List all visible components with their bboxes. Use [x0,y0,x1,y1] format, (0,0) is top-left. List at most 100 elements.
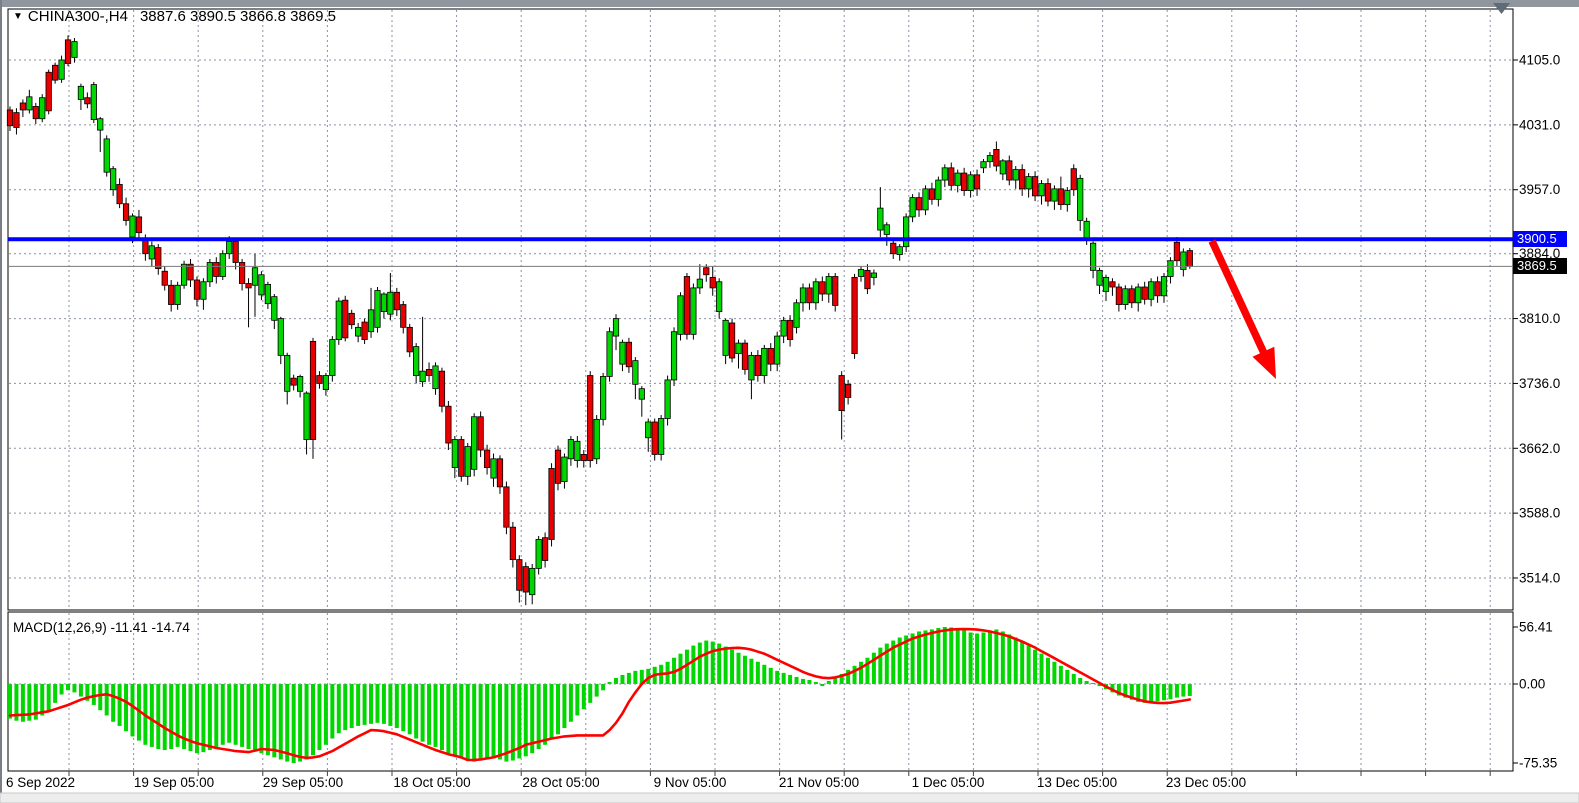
macd-bar [188,684,193,752]
macd-bar [846,669,851,684]
candle-body [696,278,703,289]
candle-body [857,269,865,277]
candle-body [1122,288,1129,305]
candle-body [670,331,678,381]
price-gridlines [9,59,1512,579]
macd-bar [1149,684,1154,703]
macd-bar [1039,653,1044,684]
arrow-object[interactable] [1208,239,1277,379]
macd-bar [562,684,567,729]
candle-body [903,216,910,248]
macd-bar [684,649,689,684]
candle-body [1031,176,1039,197]
macd-bar [936,627,941,684]
macd-bar [485,684,490,760]
shift-marker-icon [1493,3,1510,14]
candle-body [458,439,465,477]
collapse-triangle-icon[interactable]: ▼ [13,11,23,22]
macd-bar [1033,649,1038,684]
macd-bar [588,684,593,703]
macd-bar [626,672,631,684]
candle-body [355,326,362,337]
candle-body [793,302,800,328]
macd-bar [601,684,606,691]
candle-body [45,71,52,112]
macd-axis[interactable]: 56.41 0.00 -75.35 [1513,620,1557,771]
macd-bar [1078,677,1083,684]
macd-bar [775,670,780,684]
candle-body [1051,188,1058,202]
candle-body [683,276,691,335]
macd-bar [923,630,928,684]
macd-bar [517,684,522,759]
candle-body [703,267,710,276]
candle-body [877,207,884,231]
macd-bar [46,684,51,712]
candle-body [535,539,542,569]
candle-body [1057,188,1064,206]
macd-tick-label: 56.41 [1519,620,1553,635]
price-axis[interactable]: 4105.0 4031.0 3957.0 3884.0 3810.0 3736.0 3662… [1513,53,1560,586]
macd-bar [800,678,805,684]
date-tick-label: 13 Dec 05:00 [1037,775,1117,790]
arrow-head[interactable] [1252,346,1277,379]
candle-body [774,335,781,365]
macd-histogram-layer [8,627,1512,763]
candle-body [851,276,858,355]
macd-bar [1091,682,1096,684]
macd-bar [1129,684,1134,700]
macd-bar [414,684,419,739]
macd-bar [1097,684,1102,687]
macd-bar [227,684,232,743]
candle-body [896,246,903,255]
candle-body [1154,281,1161,297]
macd-signal-line [8,627,1192,762]
macd-bar [175,684,180,747]
candle-body [245,283,252,289]
candle-body [329,339,336,376]
macd-bar [27,684,32,721]
candle-body [1109,281,1116,288]
macd-bar [194,684,199,754]
candle-body [593,418,600,460]
candle-body [316,375,323,384]
candle-body [567,439,574,460]
time-axis[interactable]: 6 Sep 2022 19 Sep 05:00 29 Sep 05:00 18 Oct… [6,775,1246,790]
horizontal-line-object[interactable] [8,237,1513,242]
price-tick-label: 3957.0 [1519,182,1560,197]
macd-bar [8,684,12,719]
candle-body [529,567,536,596]
macd-bar [549,684,554,740]
macd-bar [1026,645,1031,684]
candle-body [954,172,961,186]
candle-body [477,416,484,451]
candle-body [999,160,1006,175]
macd-bar [252,684,257,752]
macd-bar [871,652,876,684]
macd-bar [555,684,560,735]
macd-indicator-label: MACD(12,26,9) -11.41 -14.74 [13,620,190,635]
candle-body [941,167,948,181]
arrow-shaft[interactable] [1208,239,1269,357]
macd-bar [1084,680,1089,684]
candle-body [819,281,826,295]
candle-body [967,174,974,191]
window-left-edge [0,0,2,793]
macd-bar [1000,631,1005,684]
macd-bar [78,684,83,697]
candle-body [503,486,510,528]
macd-bar [607,681,612,684]
candle-body [97,118,104,131]
candle-body [271,296,278,321]
macd-bar [407,684,412,735]
candle-body [986,155,994,163]
candle-body [232,241,239,263]
macd-bar [497,684,502,760]
macd-bar [272,684,277,758]
macd-bar [356,684,361,726]
candle-body [413,346,420,376]
candle-body [1160,276,1168,297]
candle-body [638,388,645,400]
